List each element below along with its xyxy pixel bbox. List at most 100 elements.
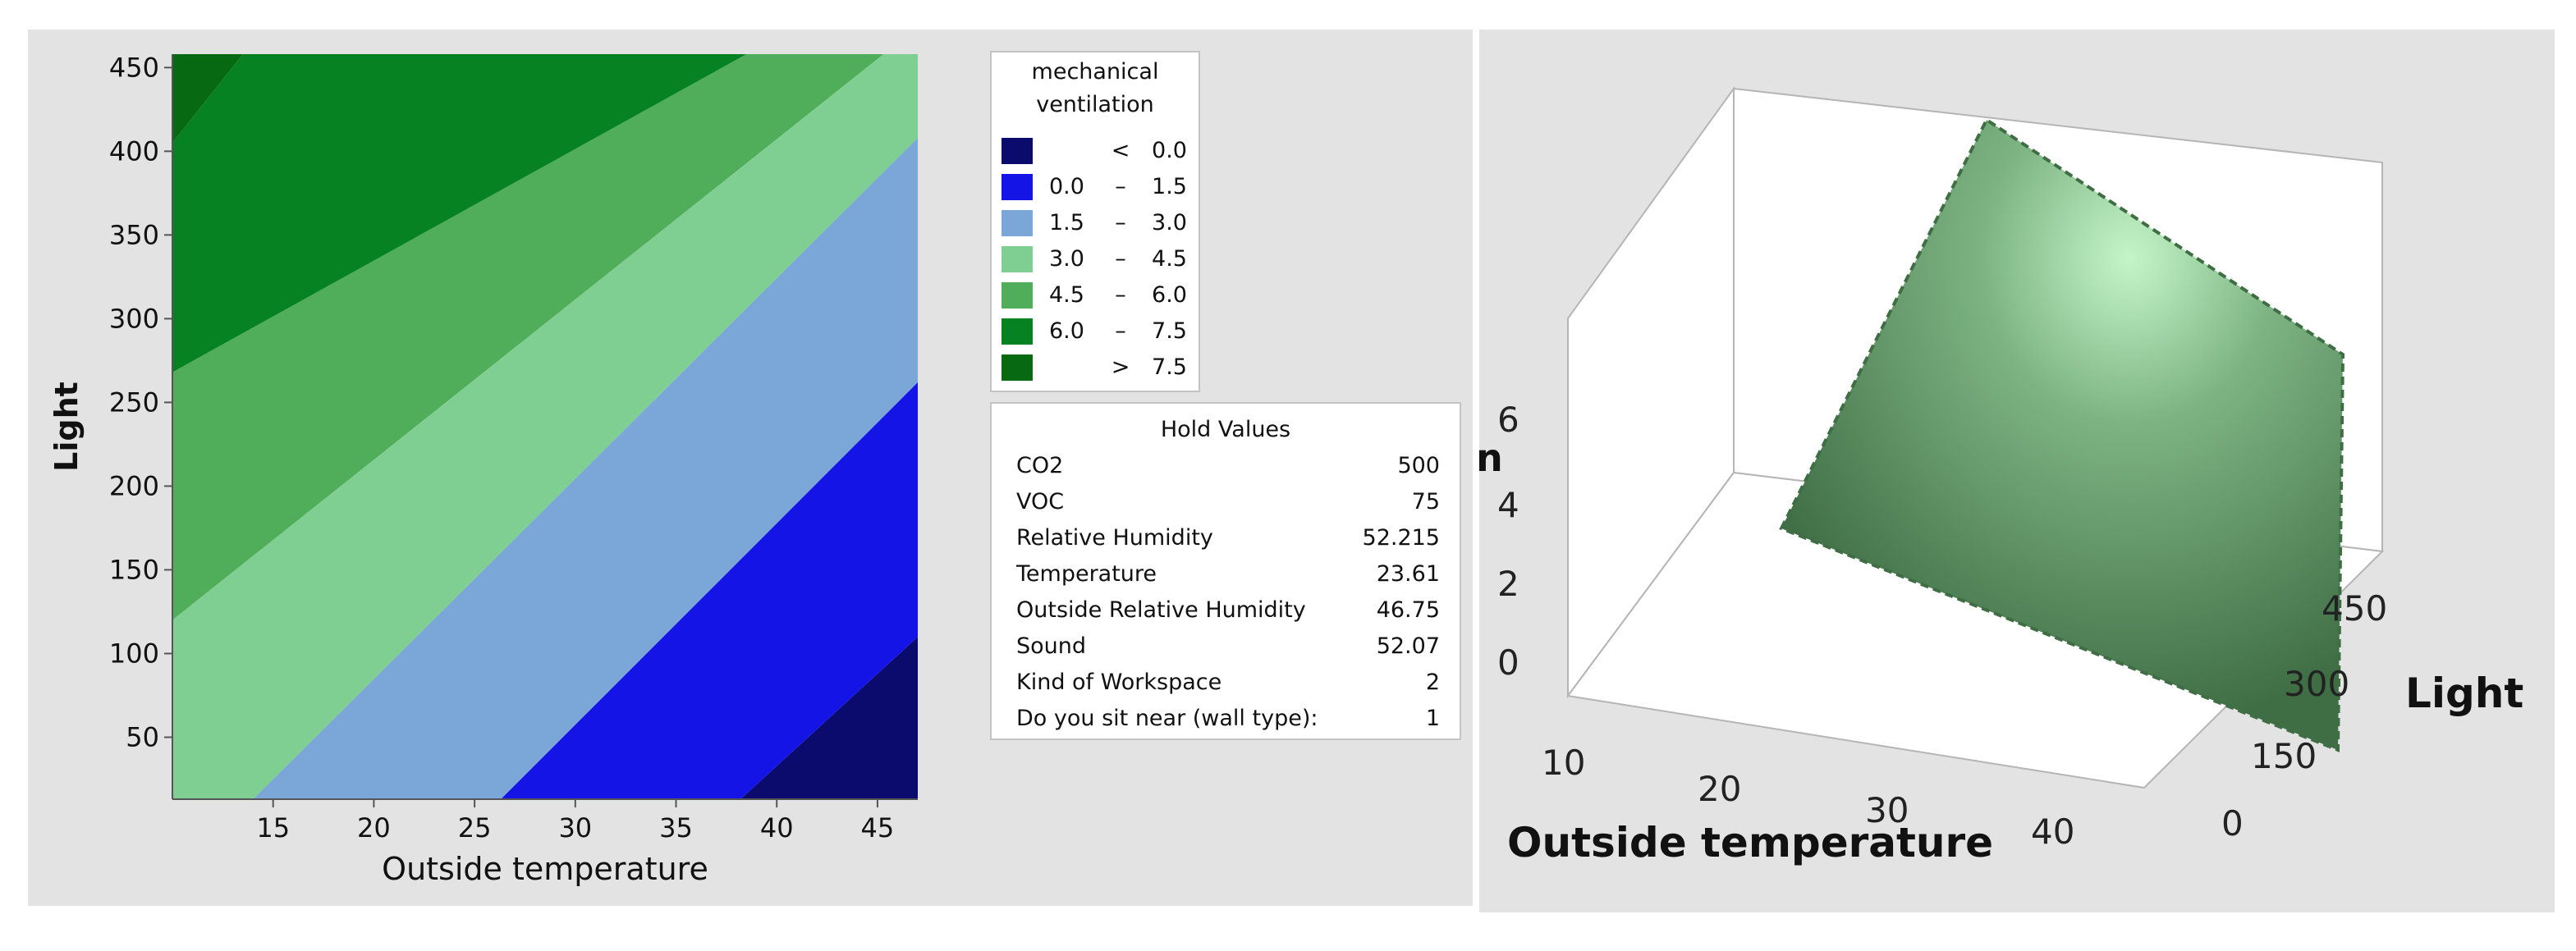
legend-title-line-1: mechanical — [1031, 59, 1159, 85]
surface-y-tick-label: 300 — [2284, 664, 2349, 704]
y-tick-label: 250 — [109, 386, 159, 418]
x-tick-label: 45 — [861, 812, 895, 844]
x-axis-title: Outside temperature — [382, 851, 708, 887]
contour-regions — [172, 54, 918, 799]
contour-plot: 15 20 25 30 35 40 45 50 100 150 200 250 300 350 400 45… — [48, 52, 918, 887]
hold-value-name: Relative Humidity — [1016, 525, 1213, 551]
legend-range-operator: – — [1115, 246, 1126, 272]
legend-range-low: 4.5 — [1049, 282, 1084, 308]
y-tick-label: 400 — [109, 135, 159, 167]
hold-value-number: 75 — [1411, 489, 1440, 514]
y-tick-label: 100 — [109, 638, 159, 669]
legend-swatch — [1002, 354, 1033, 381]
surface-x-ticks: 10 20 30 40 — [1542, 743, 2074, 852]
legend-range-low: 3.0 — [1049, 246, 1084, 272]
legend-range-high: 3.0 — [1152, 210, 1187, 235]
legend-range-operator: – — [1115, 210, 1126, 235]
surface-z-tick-label: 0 — [1497, 642, 1519, 683]
hold-value-row: Temperature 23.61 — [1016, 561, 1440, 597]
hold-value-name: Temperature — [1016, 561, 1157, 587]
legend-row: >7.5 — [1002, 350, 1192, 386]
hold-value-row: VOC 75 — [1016, 489, 1440, 525]
legend-row: 1.5 – 3.0 — [1002, 205, 1192, 241]
legend-range-high: 4.5 — [1152, 246, 1187, 272]
hold-value-number: 23.61 — [1376, 561, 1440, 587]
hold-value-name: VOC — [1016, 489, 1065, 514]
x-tick-label: 30 — [558, 812, 592, 844]
legend-row: 4.5 –6.0 — [1002, 277, 1192, 313]
hold-value-row: Relative Humidity 52.215 — [1016, 525, 1440, 561]
x-tick-label: 20 — [357, 812, 391, 844]
surface-y-tick-label: 0 — [2221, 803, 2244, 844]
legend-row: 0.0 – 1.5 — [1002, 169, 1192, 205]
y-tick-label: 150 — [109, 554, 159, 585]
surface-y-tick-label: 150 — [2251, 736, 2317, 776]
hold-value-number: 52.07 — [1376, 633, 1440, 659]
legend-row: 3.0 –4.5 — [1002, 241, 1192, 277]
x-tick-label: 40 — [760, 812, 794, 844]
contour-legend: mechanical ventilation <0.0 0.0–1.5 1.5–3.… — [990, 51, 1200, 392]
surface-x-tick-label: 10 — [1542, 743, 1585, 783]
hold-value-row: CO2 500 — [1016, 453, 1440, 489]
hold-value-number: 46.75 — [1376, 597, 1440, 623]
surface-y-tick-label: 450 — [2322, 588, 2387, 629]
legend-range-operator: < — [1111, 138, 1130, 163]
hold-value-name: CO2 — [1016, 453, 1064, 478]
legend-range-low: 1.5 — [1049, 210, 1084, 235]
surface-z-tick-label: 4 — [1497, 485, 1519, 525]
y-tick-label: 300 — [109, 303, 159, 334]
legend-range-high: 7.5 — [1152, 354, 1187, 380]
surface-y-axis-title: Light — [2405, 670, 2523, 717]
response-surface — [1779, 117, 2345, 752]
legend-range-low: 0.0 — [1049, 174, 1084, 199]
surface-x-tick-label: 20 — [1698, 769, 1741, 809]
legend-range-operator: > — [1111, 354, 1130, 380]
hold-value-row: Do you sit near (wall type): 1 — [1016, 706, 1440, 742]
hold-values-title: Hold Values — [1160, 417, 1291, 442]
legend-range-high: 0.0 — [1152, 138, 1187, 163]
contour-region-3 — [172, 54, 918, 799]
x-tick-label: 25 — [458, 812, 492, 844]
surface-x-tick-label: 40 — [2031, 812, 2074, 852]
contour-region-4 — [172, 54, 884, 620]
hold-value-name: Sound — [1016, 633, 1087, 659]
legend-row: 6.0 –7.5 — [1002, 313, 1192, 350]
surface-x-axis-title: Outside temperature — [1507, 819, 1993, 866]
contour-region-6 — [172, 54, 243, 144]
hold-value-name: Kind of Workspace — [1016, 670, 1222, 695]
surface-z-tick-label: 6 — [1497, 400, 1519, 440]
hold-value-row: Outside Relative Humidity 46.75 — [1016, 597, 1440, 633]
legend-swatch — [1002, 282, 1033, 309]
y-tick-label: 200 — [109, 470, 159, 501]
hold-value-number: 1 — [1425, 706, 1440, 731]
legend-title: mechanical ventilation — [992, 53, 1199, 123]
legend-range-high: 6.0 — [1152, 282, 1187, 308]
x-tick-label: 35 — [659, 812, 693, 844]
surface-z-ticks: 0 2 4 6 — [1497, 400, 1519, 683]
hold-value-row: Kind of Workspace 2 — [1016, 670, 1440, 706]
legend-swatch — [1002, 174, 1033, 200]
legend-range-operator: – — [1115, 318, 1126, 344]
y-tick-label: 50 — [126, 722, 159, 753]
y-tick-label: 350 — [109, 219, 159, 250]
legend-swatch — [1002, 210, 1033, 236]
z-axis-title-fragment: n — [1479, 436, 1503, 480]
x-tick-label: 15 — [256, 812, 290, 844]
hold-value-name: Do you sit near (wall type): — [1016, 706, 1318, 731]
y-tick-label: 450 — [109, 52, 159, 83]
hold-value-number: 52.215 — [1362, 525, 1440, 551]
legend-swatch — [1002, 138, 1033, 164]
legend-swatch — [1002, 246, 1033, 272]
contour-region-5 — [172, 54, 747, 373]
hold-value-number: 500 — [1397, 453, 1440, 478]
legend-row: <0.0 — [1002, 133, 1192, 169]
legend-range-high: 1.5 — [1152, 174, 1187, 199]
hold-value-row: Sound 52.07 — [1016, 633, 1440, 670]
y-axis-title: Light — [48, 382, 85, 472]
surface-x-tick-label: 30 — [1865, 790, 1909, 830]
legend-range-operator: – — [1115, 174, 1126, 199]
x-ticks: 15 20 25 30 35 40 45 — [256, 799, 894, 844]
